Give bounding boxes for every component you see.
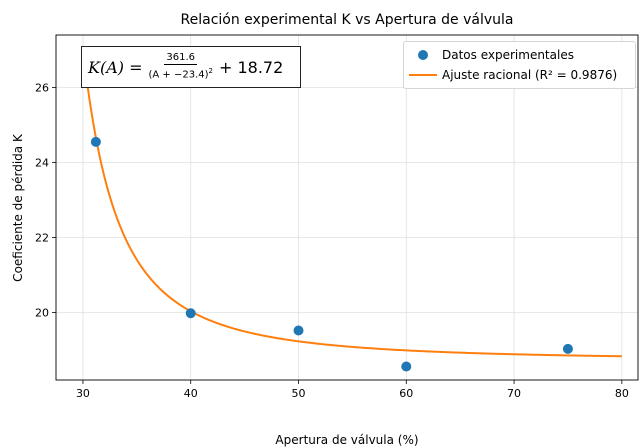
x-tick-label: 60: [399, 387, 413, 400]
data-point: [90, 136, 101, 147]
equation-fraction: 361.6 (A + −23.4)2: [146, 52, 215, 81]
equation-exponent: 2: [208, 67, 213, 76]
fit-equation-box: K(A) = 361.6 (A + −23.4)2 + 18.72: [81, 46, 301, 88]
y-tick-label: 24: [35, 157, 49, 170]
legend-label-datos: Datos experimentales: [442, 48, 574, 62]
y-tick-label: 26: [35, 82, 49, 95]
legend-item-ajuste: Ajuste racional (R² = 0.9876): [404, 66, 617, 84]
legend-marker-line-icon: [409, 74, 437, 76]
fit-curve-line: [81, 49, 622, 358]
x-tick-label: 30: [76, 387, 90, 400]
legend-label-ajuste: Ajuste racional (R² = 0.9876): [442, 68, 618, 82]
equation-constant: + 18.72: [218, 57, 284, 77]
y-axis-label: Coeficiente de pérdida K: [11, 133, 25, 282]
x-tick-label: 50: [292, 387, 306, 400]
x-tick-label: 80: [615, 387, 629, 400]
data-point: [293, 325, 304, 336]
plot-frame: [55, 34, 639, 381]
equation-numerator: 361.6: [164, 52, 198, 66]
legend-item-datos: Datos experimentales: [404, 46, 574, 64]
x-tick-label: 70: [507, 387, 521, 400]
axis-ticks: 30 40 50 60 70 80 20 22 24 26: [35, 82, 629, 401]
data-point: [562, 343, 573, 354]
y-tick-label: 22: [35, 232, 49, 245]
data-point: [185, 308, 196, 319]
legend: Datos experimentales Ajuste racional (R²…: [403, 41, 636, 89]
y-tick-label: 20: [35, 307, 49, 320]
series: [81, 49, 622, 372]
x-axis-label: Apertura de válvula (%): [275, 433, 418, 447]
x-tick-label: 40: [184, 387, 198, 400]
equation-lhs: K(A) =: [88, 57, 143, 77]
data-point: [401, 361, 412, 372]
chart-title: Relación experimental K vs Apertura de v…: [181, 12, 514, 28]
legend-marker-dot-icon: [418, 50, 428, 60]
equation-denominator: (A + −23.4): [148, 69, 209, 81]
